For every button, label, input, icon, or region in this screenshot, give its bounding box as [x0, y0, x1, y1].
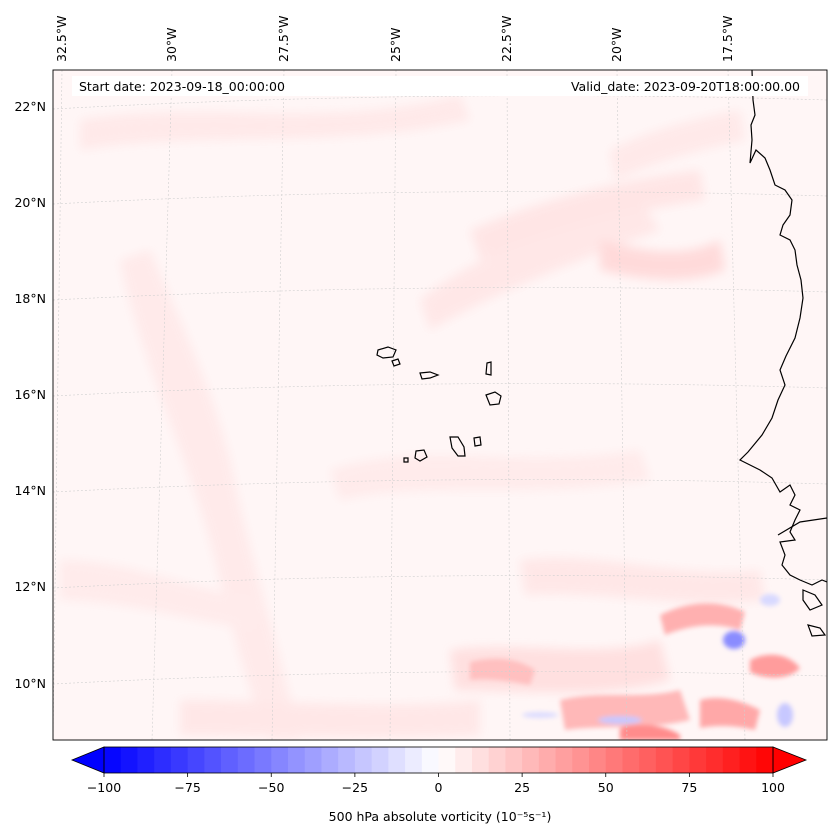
lon-label: 17.5°W — [720, 16, 735, 62]
colorbar-segment — [655, 747, 674, 773]
colorbar-segment — [522, 747, 540, 773]
sao-vicente-island — [391, 358, 401, 367]
colorbar-segment — [488, 747, 506, 773]
brava-island — [403, 457, 409, 463]
guinea-bissau-islands — [802, 589, 827, 637]
lon-label: 32.5°W — [54, 16, 69, 62]
colorbar-segment — [605, 747, 623, 773]
colorbar-segment — [187, 747, 205, 773]
colorbar-segment — [639, 747, 657, 773]
sao-nicolau-island — [419, 371, 440, 380]
santiago-island — [449, 436, 466, 457]
colorbar-tick-label: −100 — [87, 780, 121, 795]
colorbar-tick-label: 25 — [514, 780, 530, 795]
latitude-labels: 22°N 20°N 18°N 16°N 14°N 12°N 10°N — [14, 99, 46, 691]
start-date-label: Start date: 2023-09-18_00:00:00 — [79, 79, 285, 94]
colorbar-segment — [739, 747, 757, 773]
colorbar-segment — [221, 747, 239, 773]
lat-label: 18°N — [14, 291, 46, 306]
fogo-island — [414, 449, 428, 462]
lon-label: 22.5°W — [499, 16, 514, 62]
colorbar-segment — [589, 747, 607, 773]
colorbar-tick-label: 50 — [598, 780, 614, 795]
colorbar-tick-label: 100 — [761, 780, 785, 795]
colorbar-segment — [538, 747, 556, 773]
colorbar-segment — [706, 747, 724, 773]
colorbar-segment — [555, 747, 573, 773]
boa-vista-island — [485, 391, 502, 406]
colorbar-segment — [271, 747, 289, 773]
colorbar-tick-label: −25 — [342, 780, 368, 795]
colorbar-segment — [338, 747, 356, 773]
colorbar-segment — [371, 747, 389, 773]
colorbar-segment — [120, 747, 138, 773]
santo-antao-island — [376, 346, 397, 359]
sal-island — [485, 361, 492, 376]
valid-date-label: Valid_date: 2023-09-20T18:00:00.00 — [571, 79, 800, 94]
lat-label: 12°N — [14, 579, 46, 594]
colorbar-segment — [672, 747, 690, 773]
map-frame — [52, 69, 828, 741]
west-africa-coastline — [738, 70, 827, 586]
colorbar-segment — [455, 747, 473, 773]
colorbar-tick-label: 75 — [681, 780, 697, 795]
lat-label: 20°N — [14, 195, 46, 210]
lon-label: 30°W — [164, 27, 179, 62]
colorbar-label: 500 hPa absolute vorticity (10⁻⁵s⁻¹) — [329, 809, 552, 824]
colorbar-segment — [304, 747, 322, 773]
colorbar-segment — [756, 747, 774, 773]
lon-label: 20°W — [609, 27, 624, 62]
lat-label: 10°N — [14, 676, 46, 691]
colorbar-segment — [287, 747, 306, 773]
colorbar-segment — [622, 747, 640, 773]
colorbar-segments — [104, 747, 774, 773]
colorbar-segment — [254, 747, 272, 773]
lat-label: 14°N — [14, 483, 46, 498]
colorbar-ticks: −100 −75 −50 −25 0 25 50 75 100 — [87, 773, 785, 795]
colorbar-tick-label: −50 — [258, 780, 284, 795]
longitude-labels: 32.5°W 30°W 27.5°W 25°W 22.5°W 20°W 17.5… — [54, 16, 735, 62]
colorbar-segment — [137, 747, 155, 773]
colorbar-segment — [354, 747, 373, 773]
colorbar-segment — [104, 747, 122, 773]
lat-label: 22°N — [14, 99, 46, 114]
annotation-box — [72, 76, 808, 96]
colorbar-segment — [421, 747, 439, 773]
lat-label: 16°N — [14, 387, 46, 402]
lon-label: 27.5°W — [276, 16, 291, 62]
colorbar-segment — [321, 747, 339, 773]
colorbar-tick-label: 0 — [435, 780, 443, 795]
colorbar-segment — [170, 747, 189, 773]
colorbar-segment — [471, 747, 490, 773]
maio-island — [473, 436, 482, 447]
colorbar: −100 −75 −50 −25 0 25 50 75 100 500 hPa absolute… — [70, 746, 808, 824]
vorticity-field — [60, 95, 800, 740]
colorbar-segment — [204, 747, 222, 773]
colorbar-segment — [689, 747, 707, 773]
senegal-coast-detail — [777, 517, 827, 536]
colorbar-high-extend — [772, 746, 808, 774]
colorbar-segment — [388, 747, 406, 773]
lon-label: 25°W — [388, 27, 403, 62]
colorbar-segment — [405, 747, 423, 773]
colorbar-segment — [438, 747, 456, 773]
colorbar-low-extend — [70, 746, 105, 774]
coastline — [376, 70, 827, 637]
colorbar-tick-label: −75 — [174, 780, 200, 795]
colorbar-segment — [722, 747, 740, 773]
colorbar-segment — [154, 747, 172, 773]
colorbar-segment — [505, 747, 523, 773]
colorbar-segment — [572, 747, 590, 773]
colorbar-segment — [237, 747, 255, 773]
